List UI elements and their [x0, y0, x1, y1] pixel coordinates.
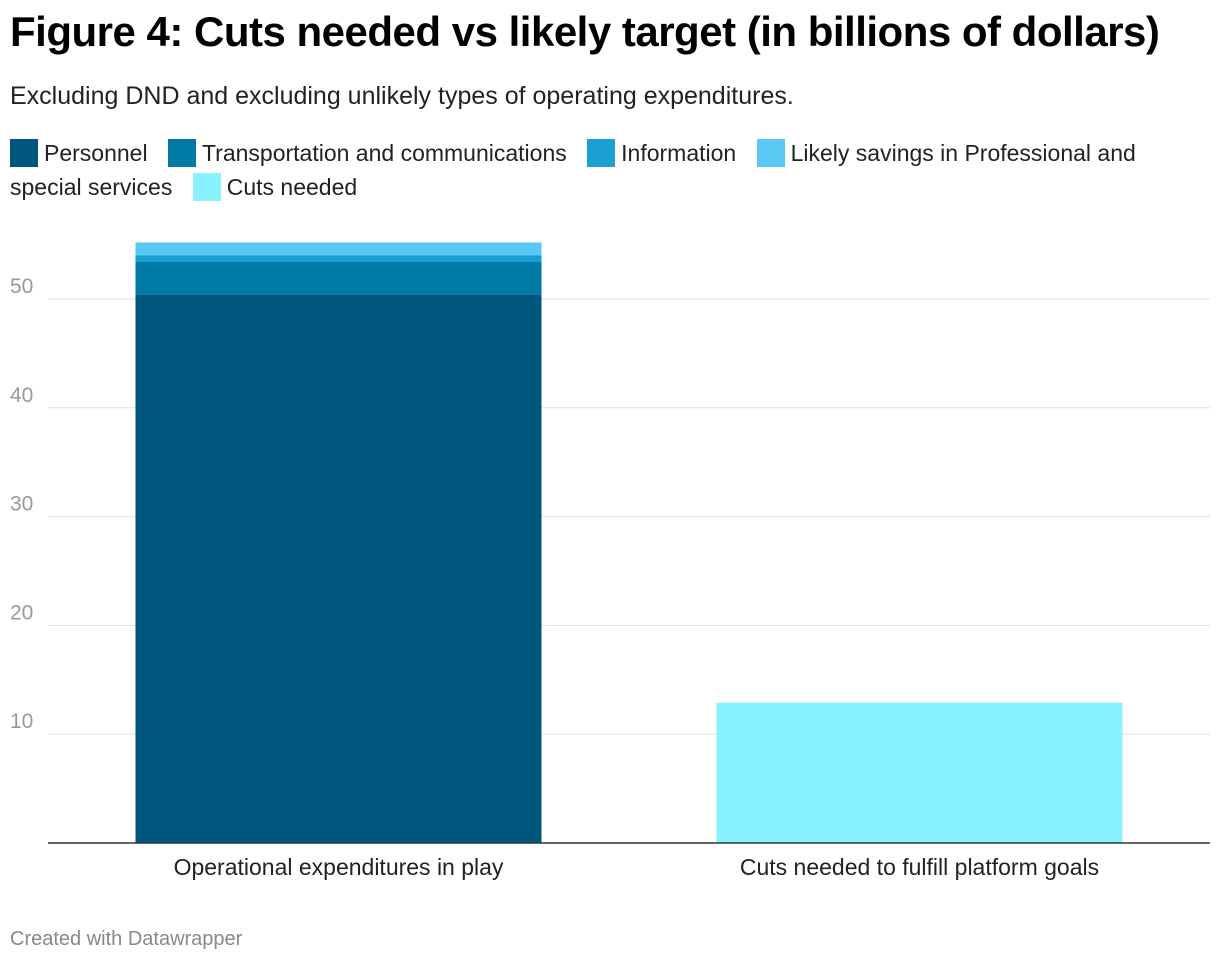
y-tick-label: 30 — [10, 493, 33, 516]
legend-label: Personnel — [44, 140, 148, 166]
bar-segment — [135, 294, 542, 843]
x-tick-label: Cuts needed to fulfill platform goals — [740, 854, 1099, 880]
bar-segment — [135, 242, 542, 256]
legend-item-information: Information — [587, 139, 737, 167]
chart-title: Figure 4: Cuts needed vs likely target (… — [10, 8, 1160, 55]
legend: Personnel Transportation and communicati… — [10, 136, 1205, 204]
bar-segment — [716, 702, 1123, 843]
legend-label: Transportation and communications — [201, 140, 567, 166]
legend-label: Likely savings in Professional and speci… — [10, 140, 1136, 200]
chart-subtitle: Excluding DND and excluding unlikely typ… — [10, 82, 794, 110]
legend-swatch — [10, 139, 38, 167]
legend-label: Cuts needed — [226, 174, 358, 200]
legend-swatch — [587, 139, 616, 167]
legend-label: Information — [621, 140, 737, 166]
legend-swatch — [167, 139, 196, 167]
y-tick-label: 20 — [10, 601, 33, 624]
bar-segment — [135, 255, 542, 263]
legend-item-personnel: Personnel — [10, 139, 148, 167]
y-tick-label: 50 — [10, 275, 33, 298]
legend-item-cuts-needed: Cuts needed — [192, 173, 358, 201]
bar-segment — [135, 262, 542, 295]
y-tick-label: 10 — [10, 710, 33, 733]
footer-credit: Created with Datawrapper — [10, 928, 243, 950]
legend-item-professional-services: Likely savings in Professional and speci… — [10, 139, 1136, 200]
bar-chart: 10 20 30 40 50 Operational expenditures in pl… — [10, 242, 1210, 880]
y-tick-label: 40 — [10, 384, 33, 407]
legend-item-transportation: Transportation and communications — [167, 139, 567, 167]
x-tick-label: Operational expenditures in play — [174, 854, 504, 880]
legend-swatch — [192, 173, 221, 201]
legend-swatch — [756, 139, 785, 167]
